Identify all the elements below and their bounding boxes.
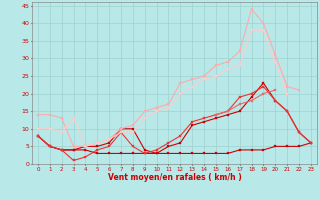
X-axis label: Vent moyen/en rafales ( km/h ): Vent moyen/en rafales ( km/h )	[108, 173, 241, 182]
